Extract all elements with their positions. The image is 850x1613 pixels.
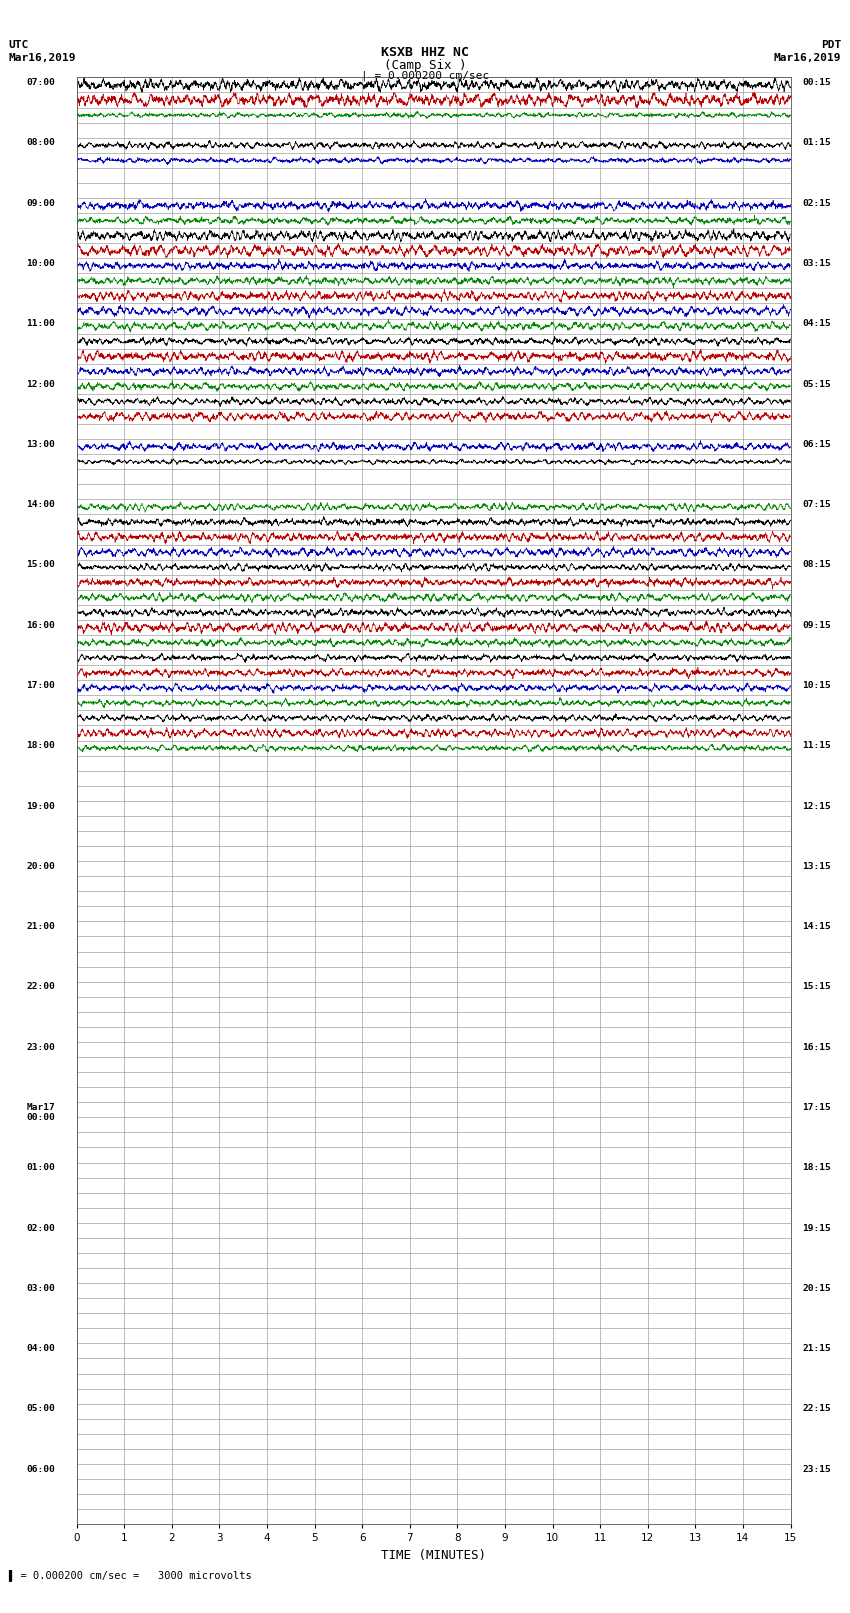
Text: 16:15: 16:15 (802, 1042, 831, 1052)
Text: 15:15: 15:15 (802, 982, 831, 992)
Text: PDT: PDT (821, 40, 842, 50)
Text: 01:00: 01:00 (26, 1163, 55, 1173)
Text: 19:15: 19:15 (802, 1224, 831, 1232)
Text: 18:15: 18:15 (802, 1163, 831, 1173)
Text: 11:00: 11:00 (26, 319, 55, 329)
Text: 00:15: 00:15 (802, 77, 831, 87)
Text: 20:00: 20:00 (26, 861, 55, 871)
Text: 17:00: 17:00 (26, 681, 55, 690)
Text: 06:00: 06:00 (26, 1465, 55, 1474)
Text: 23:15: 23:15 (802, 1465, 831, 1474)
Text: 01:15: 01:15 (802, 139, 831, 147)
Text: 14:15: 14:15 (802, 923, 831, 931)
Text: ▌ = 0.000200 cm/sec =   3000 microvolts: ▌ = 0.000200 cm/sec = 3000 microvolts (8, 1569, 252, 1581)
Text: KSXB HHZ NC: KSXB HHZ NC (381, 45, 469, 60)
Text: 07:15: 07:15 (802, 500, 831, 510)
Text: 22:00: 22:00 (26, 982, 55, 992)
Text: 05:15: 05:15 (802, 379, 831, 389)
Text: 17:15: 17:15 (802, 1103, 831, 1111)
Text: 14:00: 14:00 (26, 500, 55, 510)
Text: 04:15: 04:15 (802, 319, 831, 329)
Text: 16:00: 16:00 (26, 621, 55, 629)
Text: Mar16,2019: Mar16,2019 (774, 53, 842, 63)
Text: 07:00: 07:00 (26, 77, 55, 87)
Text: 06:15: 06:15 (802, 440, 831, 448)
X-axis label: TIME (MINUTES): TIME (MINUTES) (381, 1548, 486, 1561)
Text: 13:15: 13:15 (802, 861, 831, 871)
Text: 04:00: 04:00 (26, 1344, 55, 1353)
Text: 05:00: 05:00 (26, 1405, 55, 1413)
Text: 15:00: 15:00 (26, 560, 55, 569)
Text: 20:15: 20:15 (802, 1284, 831, 1294)
Text: 12:15: 12:15 (802, 802, 831, 811)
Text: Mar17
00:00: Mar17 00:00 (26, 1103, 55, 1123)
Text: 09:15: 09:15 (802, 621, 831, 629)
Text: 10:00: 10:00 (26, 260, 55, 268)
Text: 09:00: 09:00 (26, 198, 55, 208)
Text: 19:00: 19:00 (26, 802, 55, 811)
Text: UTC: UTC (8, 40, 29, 50)
Text: 10:15: 10:15 (802, 681, 831, 690)
Text: 03:15: 03:15 (802, 260, 831, 268)
Text: 21:00: 21:00 (26, 923, 55, 931)
Text: 02:00: 02:00 (26, 1224, 55, 1232)
Text: 08:00: 08:00 (26, 139, 55, 147)
Text: 13:00: 13:00 (26, 440, 55, 448)
Text: 02:15: 02:15 (802, 198, 831, 208)
Text: 11:15: 11:15 (802, 742, 831, 750)
Text: 23:00: 23:00 (26, 1042, 55, 1052)
Text: 12:00: 12:00 (26, 379, 55, 389)
Text: (Camp Six ): (Camp Six ) (383, 58, 467, 73)
Text: 03:00: 03:00 (26, 1284, 55, 1294)
Text: 08:15: 08:15 (802, 560, 831, 569)
Text: 18:00: 18:00 (26, 742, 55, 750)
Text: | = 0.000200 cm/sec: | = 0.000200 cm/sec (361, 71, 489, 81)
Text: 22:15: 22:15 (802, 1405, 831, 1413)
Text: 21:15: 21:15 (802, 1344, 831, 1353)
Text: Mar16,2019: Mar16,2019 (8, 53, 76, 63)
